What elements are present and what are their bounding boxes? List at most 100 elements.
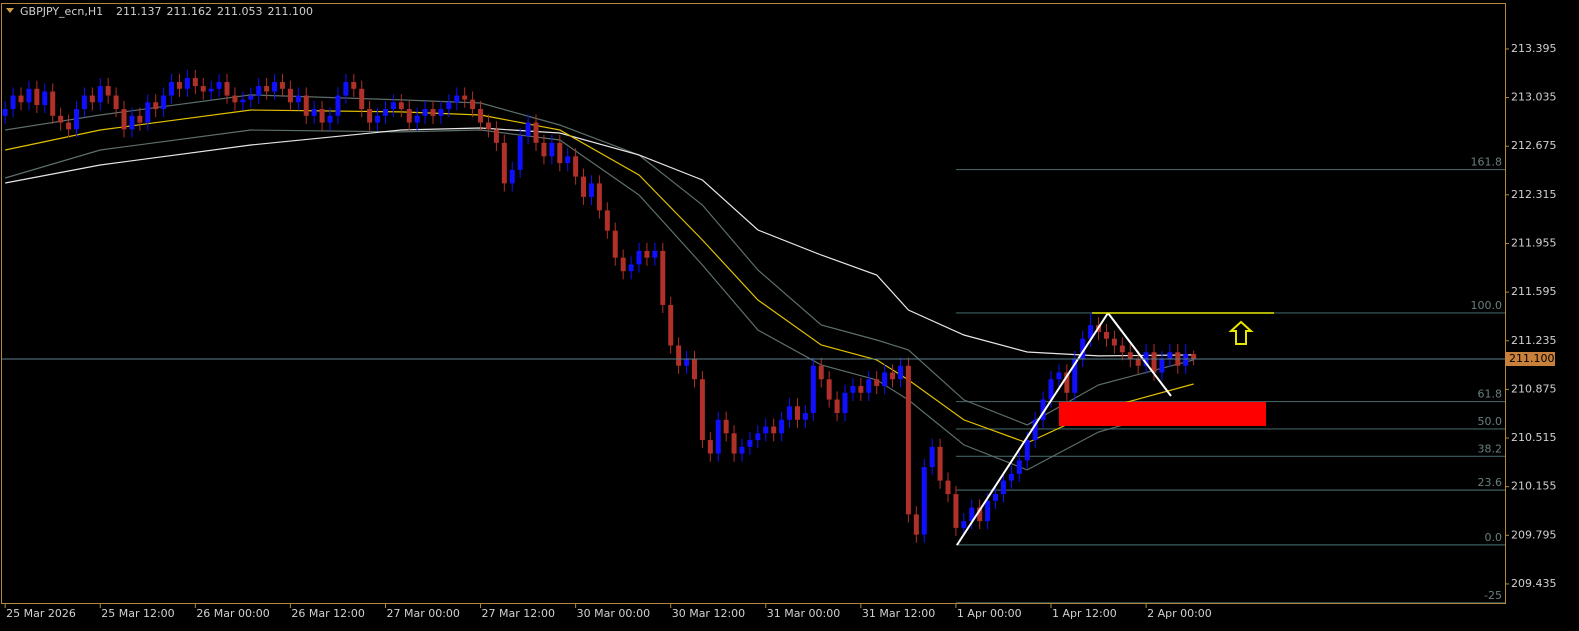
x-tick-label: 27 Mar 12:00: [482, 607, 555, 620]
candle-body: [1016, 460, 1022, 474]
candle-body: [1000, 480, 1006, 495]
candle-body: [1080, 338, 1086, 360]
candle-body: [644, 250, 650, 258]
trend-line: [956, 312, 1109, 546]
candle-body: [501, 142, 507, 184]
candle-body: [184, 77, 190, 89]
candle-body: [34, 88, 40, 106]
price-tag-label: 211.100: [1509, 352, 1555, 365]
candle-body: [905, 365, 911, 515]
candle-body: [1024, 440, 1030, 461]
plot-area: 161.8 100.0 61.8 50.0 38.2 23.6 0.0 -25: [2, 69, 1505, 604]
fib-label: 100.0: [1471, 299, 1503, 312]
candle-body: [1008, 473, 1014, 481]
candle-body: [1119, 345, 1125, 353]
candle-body: [834, 399, 840, 414]
candle-body: [1040, 399, 1046, 420]
candle-body: [375, 115, 381, 123]
candle-body: [446, 102, 452, 110]
candle-body: [398, 102, 404, 110]
y-tick-label: 213.395: [1511, 42, 1557, 55]
candle-body: [723, 419, 729, 434]
candle-body: [850, 386, 856, 393]
x-tick-label: 2 Apr 00:00: [1147, 607, 1212, 620]
price-tag: [1505, 352, 1555, 367]
candle-body: [771, 426, 777, 434]
x-tick-label: 27 Mar 00:00: [386, 607, 459, 620]
candle-body: [1103, 331, 1109, 339]
candle-body: [248, 95, 254, 100]
y-tick-label: 210.155: [1511, 480, 1557, 493]
candle-body: [787, 406, 793, 420]
candle-body: [97, 86, 103, 103]
candle-body: [533, 122, 539, 143]
candle-body: [66, 122, 72, 130]
y-tick-label: 210.515: [1511, 431, 1557, 444]
fib-label: -25: [1484, 589, 1502, 602]
candle-body: [367, 109, 373, 123]
fib-label: 0.0: [1485, 531, 1503, 544]
candle-body: [557, 142, 563, 164]
candle-body: [176, 82, 182, 89]
candle-body: [660, 250, 666, 305]
x-tick-label: 31 Mar 00:00: [767, 607, 840, 620]
candle-body: [977, 507, 983, 522]
candle-body: [525, 122, 531, 137]
candle-body: [272, 82, 278, 92]
candle-body: [1088, 325, 1094, 339]
candle-body: [882, 372, 888, 387]
candle-body: [874, 379, 880, 387]
candle-body: [1056, 372, 1062, 380]
candle-body: [216, 82, 222, 89]
candle-body: [422, 109, 428, 116]
candle-body: [866, 379, 872, 393]
candle-body: [303, 95, 309, 116]
candle-body: [58, 115, 64, 123]
candle-body: [573, 156, 579, 177]
y-tick-label: 212.675: [1511, 139, 1557, 152]
candle-body: [256, 86, 262, 96]
candle-body: [929, 446, 935, 468]
candle-body: [232, 95, 238, 103]
candle-body: [264, 86, 270, 92]
candle-body: [636, 250, 642, 265]
candle-body: [755, 433, 761, 441]
y-tick-label: 210.875: [1511, 382, 1557, 395]
candle-body: [596, 183, 602, 211]
x-tick-label: 30 Mar 12:00: [672, 607, 745, 620]
x-tick-label: 31 Mar 12:00: [862, 607, 935, 620]
candle-body: [953, 494, 959, 528]
y-tick-label: 211.955: [1511, 236, 1557, 249]
candle-body: [351, 82, 357, 89]
candle-body: [897, 365, 903, 380]
candle-body: [993, 494, 999, 501]
candle-body: [763, 426, 769, 434]
candle-body: [826, 379, 832, 400]
candle-body: [279, 82, 285, 89]
candle-body: [42, 91, 48, 106]
candle-body: [485, 122, 491, 130]
candle-body: [937, 446, 943, 481]
candle-body: [1159, 359, 1165, 373]
y-tick-label: 211.235: [1511, 334, 1557, 347]
candle-body: [890, 372, 896, 380]
candle-body: [208, 88, 214, 92]
symbol: GBPJPY_ecn,H1: [20, 5, 103, 18]
moving-average: [5, 129, 1194, 471]
candle-body: [18, 95, 24, 103]
plot-border: [1, 3, 1506, 604]
candle-body: [1072, 359, 1078, 393]
fib-label: 61.8: [1478, 388, 1503, 401]
candle-body: [462, 95, 468, 100]
candle-body: [2, 109, 8, 116]
candle-body: [295, 95, 301, 103]
x-tick-label: 26 Mar 00:00: [196, 607, 269, 620]
candle-body: [438, 109, 444, 116]
candle-body: [406, 109, 412, 123]
candle-body: [794, 406, 800, 420]
candle-body: [715, 419, 721, 454]
candle-body: [961, 521, 967, 528]
candle-body: [945, 480, 951, 495]
candle-body: [1032, 419, 1038, 441]
candle-body: [747, 440, 753, 447]
